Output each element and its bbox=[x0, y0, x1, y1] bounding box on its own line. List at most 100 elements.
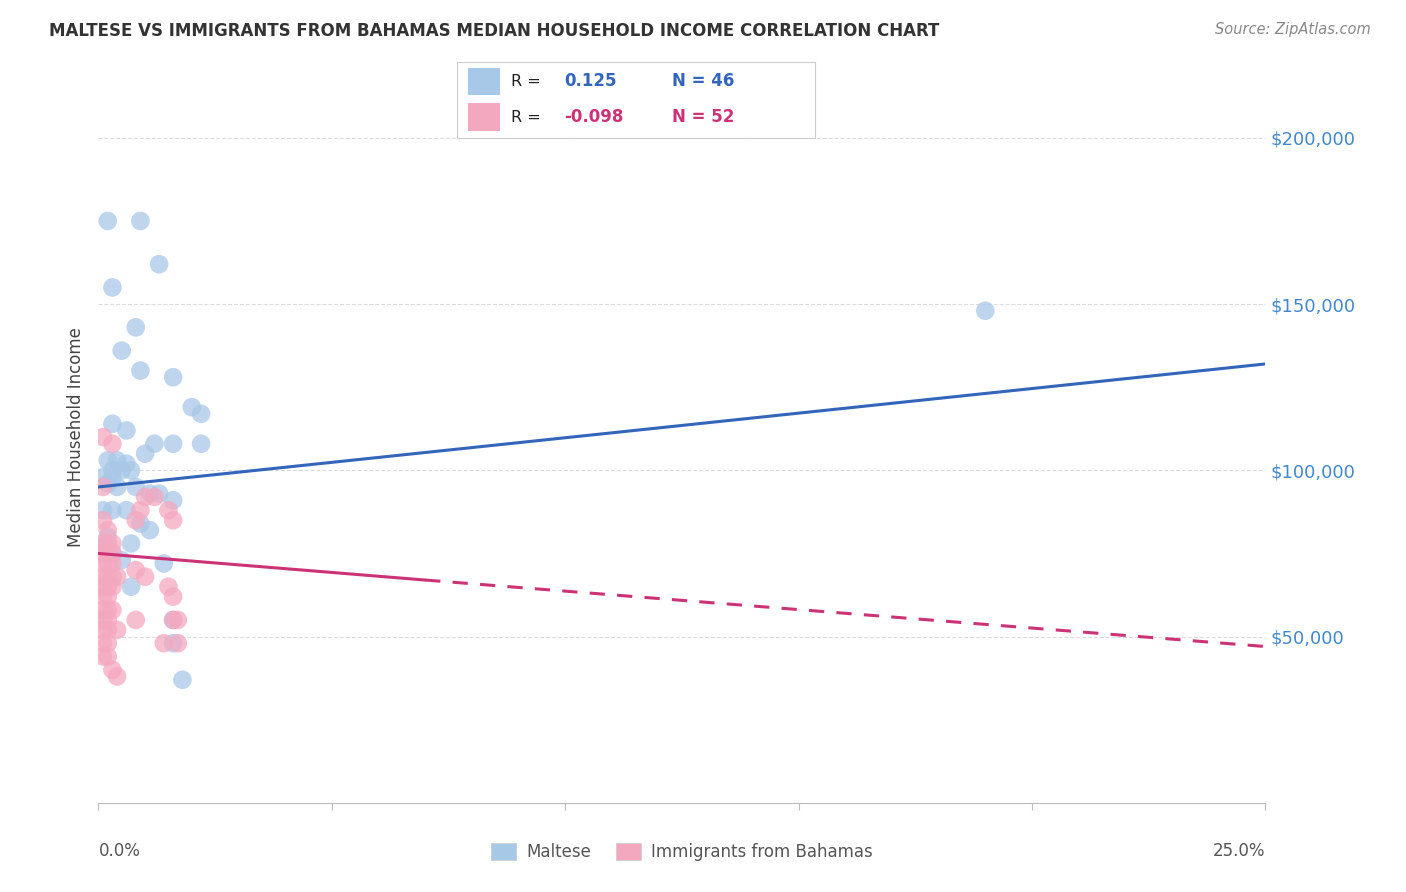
Point bbox=[97, 636, 120, 650]
Point bbox=[101, 436, 124, 450]
Point bbox=[91, 470, 114, 484]
Point bbox=[143, 490, 166, 504]
Point bbox=[125, 563, 148, 577]
Point bbox=[105, 570, 128, 584]
Point bbox=[91, 557, 114, 571]
Point bbox=[101, 536, 124, 550]
Point bbox=[139, 523, 162, 537]
FancyBboxPatch shape bbox=[468, 68, 501, 95]
Point bbox=[162, 636, 184, 650]
Point bbox=[91, 613, 114, 627]
Point bbox=[101, 417, 124, 431]
Point bbox=[162, 590, 184, 604]
Point bbox=[162, 436, 184, 450]
Point bbox=[152, 557, 174, 571]
Text: R =: R = bbox=[510, 74, 540, 89]
Point bbox=[91, 590, 114, 604]
Point bbox=[129, 516, 152, 531]
Text: N = 52: N = 52 bbox=[672, 108, 734, 126]
Point bbox=[101, 470, 124, 484]
Point bbox=[101, 503, 124, 517]
Point bbox=[97, 453, 120, 467]
Point bbox=[134, 490, 156, 504]
Point bbox=[97, 536, 120, 550]
Point bbox=[97, 623, 120, 637]
Point bbox=[97, 613, 120, 627]
Point bbox=[101, 557, 124, 571]
Point bbox=[120, 536, 142, 550]
Point bbox=[115, 457, 138, 471]
Text: N = 46: N = 46 bbox=[672, 72, 734, 90]
Point bbox=[125, 320, 148, 334]
Point bbox=[91, 480, 114, 494]
Point bbox=[129, 503, 152, 517]
Point bbox=[101, 546, 124, 560]
Point bbox=[134, 570, 156, 584]
Y-axis label: Median Household Income: Median Household Income bbox=[66, 327, 84, 547]
Point bbox=[97, 557, 120, 571]
Point bbox=[105, 480, 128, 494]
Point bbox=[91, 536, 114, 550]
Point bbox=[91, 540, 114, 554]
Point bbox=[190, 436, 212, 450]
Point bbox=[91, 503, 114, 517]
Point bbox=[91, 546, 114, 560]
Point bbox=[101, 603, 124, 617]
Point bbox=[91, 649, 114, 664]
Point bbox=[97, 476, 120, 491]
Point bbox=[129, 363, 152, 377]
Text: 0.125: 0.125 bbox=[565, 72, 617, 90]
Point bbox=[101, 570, 124, 584]
Point bbox=[97, 590, 120, 604]
Text: 0.0%: 0.0% bbox=[98, 842, 141, 860]
Point bbox=[105, 453, 128, 467]
Point bbox=[97, 603, 120, 617]
Point bbox=[97, 546, 120, 560]
Point bbox=[111, 343, 134, 358]
Point bbox=[129, 214, 152, 228]
Point bbox=[166, 613, 188, 627]
Point bbox=[120, 580, 142, 594]
Point bbox=[101, 463, 124, 477]
Text: -0.098: -0.098 bbox=[565, 108, 624, 126]
Point bbox=[97, 530, 120, 544]
Point bbox=[190, 407, 212, 421]
FancyBboxPatch shape bbox=[468, 103, 501, 130]
Point bbox=[101, 280, 124, 294]
Point bbox=[91, 580, 114, 594]
Point bbox=[97, 649, 120, 664]
Text: MALTESE VS IMMIGRANTS FROM BAHAMAS MEDIAN HOUSEHOLD INCOME CORRELATION CHART: MALTESE VS IMMIGRANTS FROM BAHAMAS MEDIA… bbox=[49, 22, 939, 40]
Point bbox=[172, 673, 194, 687]
Point bbox=[91, 623, 114, 637]
Point bbox=[120, 463, 142, 477]
Point bbox=[162, 370, 184, 384]
Point bbox=[162, 613, 184, 627]
Point bbox=[101, 663, 124, 677]
Point bbox=[180, 400, 202, 414]
Point bbox=[97, 523, 120, 537]
Point bbox=[115, 503, 138, 517]
Point bbox=[152, 636, 174, 650]
Point bbox=[157, 580, 180, 594]
Point bbox=[139, 486, 162, 500]
Point bbox=[91, 570, 114, 584]
Text: R =: R = bbox=[510, 110, 540, 125]
Point bbox=[101, 580, 124, 594]
Point bbox=[91, 636, 114, 650]
Text: Source: ZipAtlas.com: Source: ZipAtlas.com bbox=[1215, 22, 1371, 37]
Point bbox=[143, 436, 166, 450]
Point bbox=[111, 553, 134, 567]
Text: 25.0%: 25.0% bbox=[1213, 842, 1265, 860]
Point bbox=[125, 613, 148, 627]
Legend: Maltese, Immigrants from Bahamas: Maltese, Immigrants from Bahamas bbox=[485, 836, 879, 868]
Point bbox=[97, 214, 120, 228]
Point bbox=[166, 636, 188, 650]
Point bbox=[105, 623, 128, 637]
Point bbox=[134, 447, 156, 461]
Point bbox=[111, 463, 134, 477]
Point bbox=[157, 503, 180, 517]
Point bbox=[162, 613, 184, 627]
Point bbox=[91, 513, 114, 527]
Point bbox=[974, 303, 997, 318]
Point bbox=[162, 493, 184, 508]
